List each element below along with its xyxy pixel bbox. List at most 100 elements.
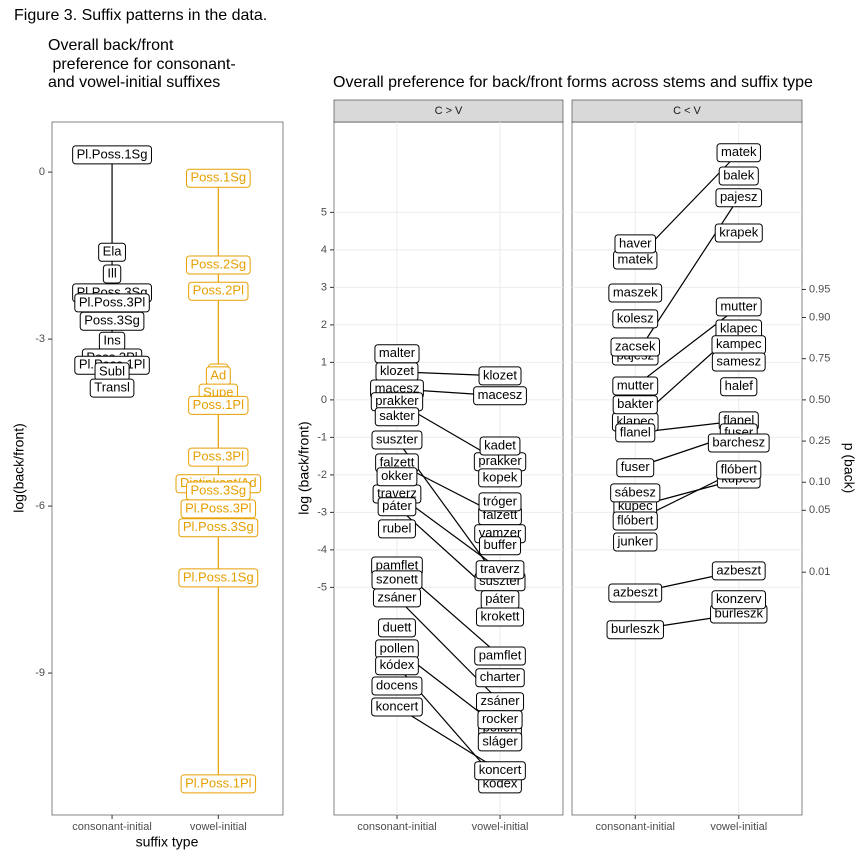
label-text: prakker xyxy=(375,393,419,408)
label-text: zacsek xyxy=(615,338,656,353)
point-label: tróger xyxy=(478,492,522,512)
label-text: kopek xyxy=(483,469,518,484)
point-label: krapek xyxy=(714,223,763,243)
y-tick-label: 0 xyxy=(321,394,327,406)
label-text: krokett xyxy=(481,608,520,623)
label-box xyxy=(72,145,152,165)
label-text: duett xyxy=(383,619,412,634)
label-text: matek xyxy=(721,144,757,159)
y2-tick-label: 0.50 xyxy=(809,394,830,406)
point-label: traverz xyxy=(475,560,525,580)
label-box xyxy=(608,583,663,603)
point-label: macesz xyxy=(473,386,527,406)
panel-title: Overall preference for back/front forms … xyxy=(333,74,813,91)
label-text: Poss.3Sg xyxy=(84,313,140,328)
y-tick-label: -9 xyxy=(35,667,45,679)
y-tick-label: -4 xyxy=(317,544,327,556)
label-text: Poss.2Pl xyxy=(193,283,244,298)
label-text: barchesz xyxy=(712,434,765,449)
facet-panel xyxy=(333,121,564,816)
x-tick-label: consonant-initial xyxy=(72,821,152,833)
y-tick-label: -3 xyxy=(35,333,45,345)
label-text: koncert xyxy=(376,698,419,713)
y2-tick-label: 0.25 xyxy=(809,435,830,447)
label-text: krapek xyxy=(719,224,759,239)
point-label: Ela xyxy=(98,242,126,262)
point-label: Poss.3Pl xyxy=(188,447,249,467)
label-text: malter xyxy=(379,345,416,360)
point-label: kampec xyxy=(711,335,767,355)
point-label: Transl xyxy=(89,378,135,398)
y-tick-label: -6 xyxy=(35,500,45,512)
y2-tick-label: 0.75 xyxy=(809,353,830,365)
point-label: krokett xyxy=(476,607,525,627)
x-tick-label: consonant-initial xyxy=(596,821,676,833)
label-text: Ins xyxy=(103,333,121,348)
label-box xyxy=(371,676,423,696)
y-tick-label: 5 xyxy=(321,206,327,218)
point-label: páter xyxy=(480,590,520,610)
label-text: flóbert xyxy=(721,461,758,476)
label-text: zsáner xyxy=(377,589,417,604)
facet-strip xyxy=(571,99,803,123)
label-text: azbeszt xyxy=(716,562,761,577)
y-tick-label: 0 xyxy=(39,166,45,178)
point-label: haver xyxy=(614,234,657,254)
x-tick-label: vowel-initial xyxy=(472,821,529,833)
point-label: zacsek xyxy=(610,337,660,357)
label-box xyxy=(473,386,527,406)
y2-tick-label: 0.10 xyxy=(809,476,830,488)
label-box xyxy=(478,468,522,488)
label-text: azbeszt xyxy=(613,584,658,599)
label-text: Poss.3Sg xyxy=(190,482,246,497)
label-text: páter xyxy=(382,498,412,513)
label-box xyxy=(178,518,259,538)
y-tick-label: 3 xyxy=(321,281,327,293)
point-label: flanel xyxy=(615,423,656,443)
label-text: suszter xyxy=(376,431,419,446)
point-label: rubel xyxy=(378,519,416,539)
label-box xyxy=(476,607,525,627)
label-box xyxy=(479,436,521,456)
x-tick-label: consonant-initial xyxy=(357,821,437,833)
label-box xyxy=(477,732,523,752)
label-text: Pl.Poss.3Pl xyxy=(79,294,146,309)
label-box xyxy=(716,460,762,480)
point-label: Pl.Poss.1Sg xyxy=(178,568,259,588)
label-text: samesz xyxy=(716,353,761,368)
label-text: traverz xyxy=(480,561,520,576)
point-label: flóbert xyxy=(612,511,658,531)
point-label: szonett xyxy=(371,570,423,590)
point-label: koncert xyxy=(474,761,526,781)
label-text: kolesz xyxy=(617,310,654,325)
label-text: kadet xyxy=(484,437,516,452)
point-label: maszek xyxy=(608,283,663,303)
point-label: klozet xyxy=(478,366,522,386)
point-label: malter xyxy=(374,344,420,364)
label-box xyxy=(718,166,759,186)
label-text: klapec xyxy=(720,320,758,335)
label-box xyxy=(89,378,135,398)
label-box xyxy=(711,561,766,581)
point-label: sakter xyxy=(374,407,420,427)
label-box xyxy=(376,467,418,487)
label-text: fuser xyxy=(621,459,651,474)
y-axis-title: log(back/front) xyxy=(11,423,27,512)
label-text: klozet xyxy=(483,367,517,382)
label-box xyxy=(478,492,522,512)
label-box xyxy=(377,497,417,517)
label-text: sláger xyxy=(482,733,518,748)
point-label: prakker xyxy=(370,392,424,412)
label-text: rubel xyxy=(383,520,412,535)
point-label: samesz xyxy=(711,352,766,372)
label-box xyxy=(477,710,523,730)
point-label: Poss.1Pl xyxy=(188,395,249,415)
label-box xyxy=(185,168,251,188)
point-label: suszter xyxy=(371,430,423,450)
label-text: Supe xyxy=(203,385,233,400)
point-label: Pl.Poss.3Pl xyxy=(180,499,257,519)
y-tick-label: 1 xyxy=(321,356,327,368)
panel-title: preference for consonant- xyxy=(48,56,236,73)
label-text: kampec xyxy=(716,336,762,351)
